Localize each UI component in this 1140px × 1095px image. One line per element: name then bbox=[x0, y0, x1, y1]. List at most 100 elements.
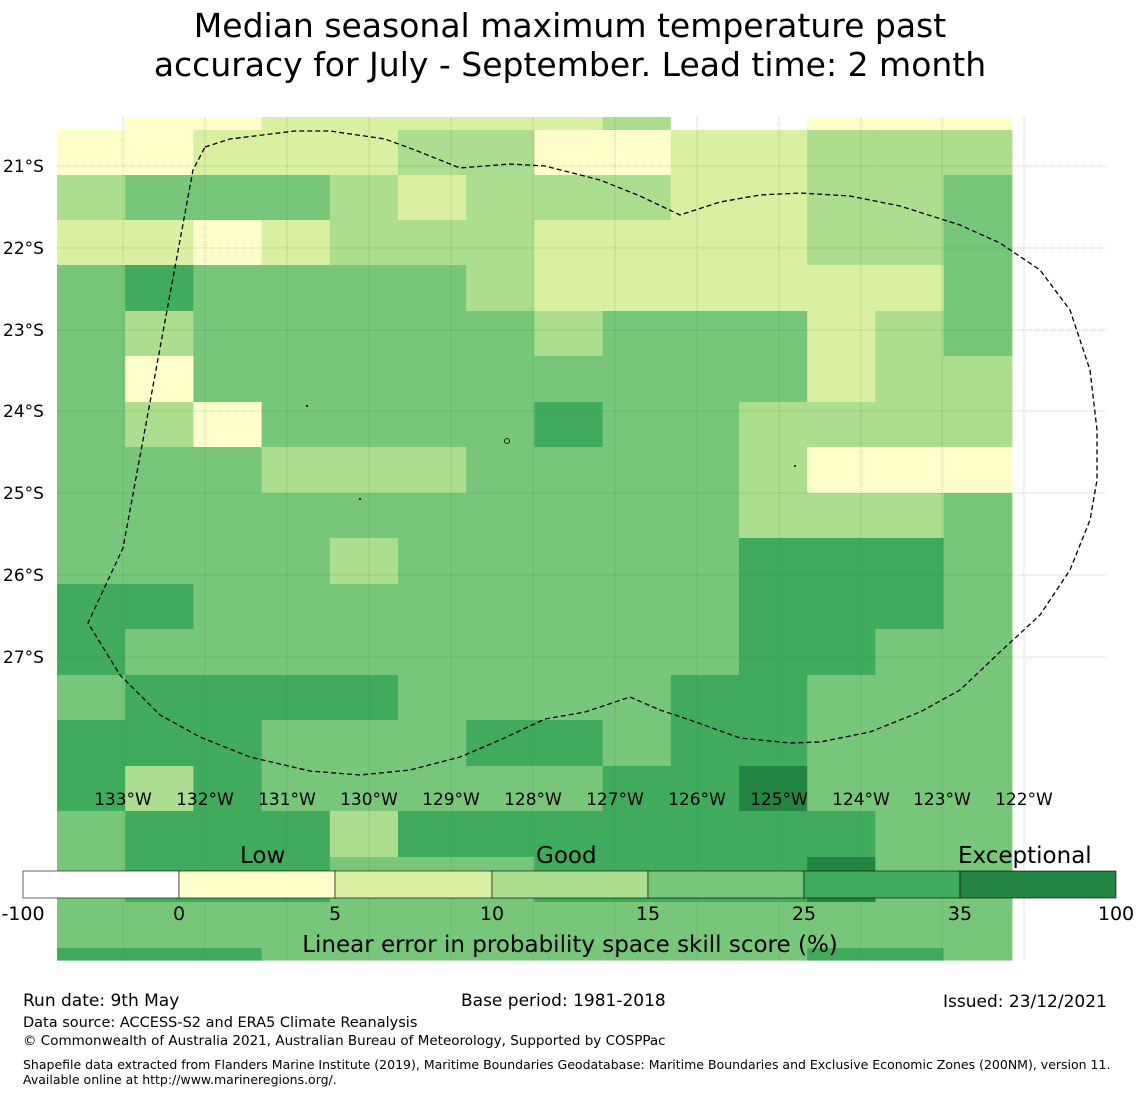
grid-cell bbox=[466, 311, 535, 357]
grid-cell bbox=[329, 175, 399, 221]
grid-cell bbox=[57, 117, 126, 131]
grid-cell bbox=[739, 265, 808, 312]
grid-cell bbox=[534, 766, 604, 812]
grid-cell bbox=[57, 720, 126, 767]
grid-cell bbox=[329, 629, 399, 676]
grid-cell bbox=[875, 766, 945, 812]
lon-label: 130°W bbox=[340, 790, 398, 810]
grid-cell bbox=[875, 948, 945, 961]
grid-cell bbox=[739, 175, 808, 221]
grid-cell bbox=[602, 538, 672, 585]
grid-cell bbox=[398, 402, 467, 448]
grid-cell bbox=[670, 948, 740, 961]
grid-cell bbox=[943, 117, 1013, 131]
run-date: Run date: 9th May bbox=[23, 991, 180, 1011]
grid-cell bbox=[466, 948, 535, 961]
grid-cell bbox=[57, 948, 126, 961]
grid-cell bbox=[398, 766, 467, 812]
grid-cell bbox=[807, 220, 876, 266]
longitude-labels: 133°W 132°W 131°W 130°W 129°W 128°W 127°W 126°W… bbox=[94, 790, 1053, 810]
lat-label: 23°S bbox=[3, 321, 44, 341]
grid-cell bbox=[602, 117, 672, 131]
grid-cell bbox=[261, 265, 331, 312]
grid-cell bbox=[193, 220, 263, 266]
grid-cell bbox=[943, 538, 1013, 585]
grid-cell bbox=[534, 130, 604, 176]
grid-cell bbox=[398, 447, 467, 494]
grid-cell bbox=[57, 766, 126, 812]
grid-cell bbox=[534, 220, 604, 266]
title-line-1: Median seasonal maximum temperature past bbox=[193, 6, 947, 45]
grid-cell bbox=[739, 311, 808, 357]
grid-cell bbox=[875, 720, 945, 767]
grid-cell bbox=[739, 720, 808, 767]
title-line-2: accuracy for July - September. Lead time… bbox=[153, 45, 987, 84]
lon-label: 127°W bbox=[586, 790, 644, 810]
grid-cell bbox=[261, 675, 331, 721]
grid-cell bbox=[329, 538, 399, 585]
grid-cell bbox=[57, 311, 126, 357]
eez-boundary bbox=[87, 130, 1098, 776]
grid-cell bbox=[125, 220, 194, 266]
grid-cell bbox=[534, 175, 604, 221]
grid-cell bbox=[125, 356, 194, 403]
grid-cell bbox=[57, 402, 126, 448]
grid-cell bbox=[57, 675, 126, 721]
grid-cell bbox=[261, 175, 331, 221]
grid-cell bbox=[534, 948, 604, 961]
colorbar-tick: 25 bbox=[791, 903, 817, 925]
grid-cell bbox=[398, 265, 467, 312]
grid-cell bbox=[670, 220, 740, 266]
grid-cell bbox=[329, 447, 399, 494]
grid-cell bbox=[943, 220, 1013, 266]
grid-cell bbox=[943, 447, 1013, 494]
grid-cell bbox=[125, 766, 194, 812]
grid-cell bbox=[261, 447, 331, 494]
grid-cell bbox=[739, 493, 808, 539]
grid-cell bbox=[329, 311, 399, 357]
grid-cell bbox=[739, 447, 808, 494]
grid-cell bbox=[57, 447, 126, 494]
islands bbox=[306, 405, 796, 500]
grid-cell bbox=[875, 493, 945, 539]
grid-cell bbox=[943, 948, 1013, 961]
grid-cell bbox=[739, 948, 808, 961]
grid-cell bbox=[261, 948, 331, 961]
grid-cell bbox=[943, 766, 1013, 812]
colorbar-tick: 10 bbox=[479, 903, 505, 925]
colorbar-segment bbox=[959, 870, 1117, 899]
grid-cell bbox=[57, 356, 126, 403]
grid-cell bbox=[807, 356, 876, 403]
grid-cell bbox=[943, 356, 1013, 403]
grid-cell bbox=[602, 811, 672, 858]
grid-cell bbox=[875, 220, 945, 266]
grid-cell bbox=[261, 356, 331, 403]
grid-cell bbox=[125, 720, 194, 767]
grid-cell bbox=[466, 265, 535, 312]
grid-cell bbox=[125, 117, 194, 131]
grid-cell bbox=[943, 902, 1013, 949]
grid-cell bbox=[57, 538, 126, 585]
grid-cell bbox=[57, 493, 126, 539]
grid-cell bbox=[398, 538, 467, 585]
grid-cell bbox=[534, 629, 604, 676]
grid-cell bbox=[193, 117, 263, 131]
grid-cell bbox=[261, 493, 331, 539]
grid-cell bbox=[57, 584, 126, 630]
grid-cell bbox=[739, 902, 808, 949]
grid-cell bbox=[739, 766, 808, 812]
lon-label: 133°W bbox=[94, 790, 152, 810]
grid-cell bbox=[602, 720, 672, 767]
grid-cell bbox=[466, 629, 535, 676]
grid-cell bbox=[875, 584, 945, 630]
grid-cell bbox=[57, 811, 126, 858]
grid-cell bbox=[875, 402, 945, 448]
grid-cell bbox=[602, 311, 672, 357]
grid-cell bbox=[670, 447, 740, 494]
grid-cell bbox=[943, 493, 1013, 539]
grid-cell bbox=[125, 811, 194, 858]
grid-cell bbox=[943, 311, 1013, 357]
grid-cell bbox=[670, 584, 740, 630]
grid-cell bbox=[125, 130, 194, 176]
grid-cell bbox=[466, 117, 535, 131]
